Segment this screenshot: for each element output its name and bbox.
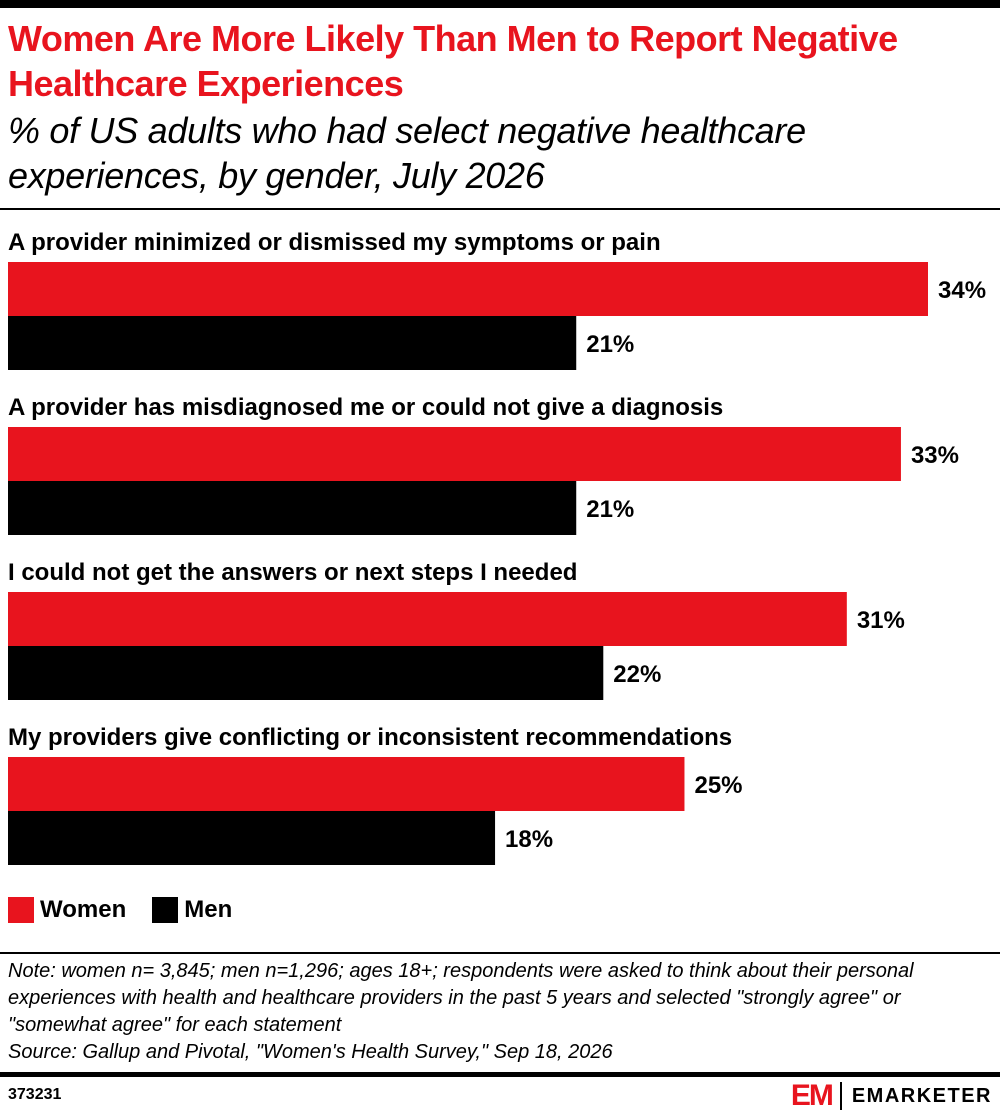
note-divider: [0, 952, 1000, 954]
chart-title: Women Are More Likely Than Men to Report…: [8, 18, 898, 104]
category-label: My providers give conflicting or inconsi…: [8, 724, 732, 751]
logo-separator: [839, 1082, 842, 1110]
bar-women: [8, 757, 685, 811]
legend-label-women: Women: [40, 896, 127, 923]
bar-men: [8, 316, 577, 370]
header-divider: [0, 208, 1000, 210]
logo-text: EMARKETER: [851, 1084, 992, 1107]
value-label-men: 22%: [613, 661, 661, 688]
value-label-women: 31%: [857, 607, 905, 634]
value-label-men: 21%: [586, 331, 634, 358]
value-label-men: 18%: [505, 826, 553, 853]
footer-divider: [0, 1072, 1000, 1077]
legend: Women Men: [8, 895, 258, 925]
bar-women: [8, 592, 847, 646]
category-label: I could not get the answers or next step…: [8, 559, 577, 586]
emarketer-logo: EM EMARKETER: [791, 1080, 992, 1112]
legend-label-men: Men: [184, 896, 233, 923]
note-text: Note: women n= 3,845; men n=1,296; ages …: [8, 960, 914, 1036]
logo-mark: EM: [790, 1079, 834, 1112]
note-block: Note: women n= 3,845; men n=1,296; ages …: [8, 958, 993, 1066]
bar-men: [8, 481, 577, 535]
value-label-women: 33%: [911, 442, 959, 469]
bar-chart: A provider minimized or dismissed my sym…: [8, 229, 986, 865]
bar-women: [8, 427, 901, 481]
legend-item-men: Men: [152, 896, 232, 924]
top-bar: [0, 0, 1000, 8]
value-label-women: 25%: [694, 772, 742, 799]
chart-id: 373231: [8, 1086, 62, 1103]
bar-men: [8, 811, 496, 865]
source-text: Source: Gallup and Pivotal, "Women's Hea…: [8, 1041, 613, 1063]
value-label-men: 21%: [586, 496, 634, 523]
bar-women: [8, 262, 928, 316]
chart-subtitle: % of US adults who had select negative h…: [8, 110, 806, 196]
legend-swatch-men: [152, 897, 179, 923]
category-label: A provider has misdiagnosed me or could …: [8, 394, 723, 421]
legend-item-women: Women: [8, 896, 126, 924]
legend-swatch-women: [8, 897, 34, 923]
value-label-women: 34%: [938, 277, 986, 304]
category-label: A provider minimized or dismissed my sym…: [8, 229, 661, 256]
bar-men: [8, 646, 604, 700]
